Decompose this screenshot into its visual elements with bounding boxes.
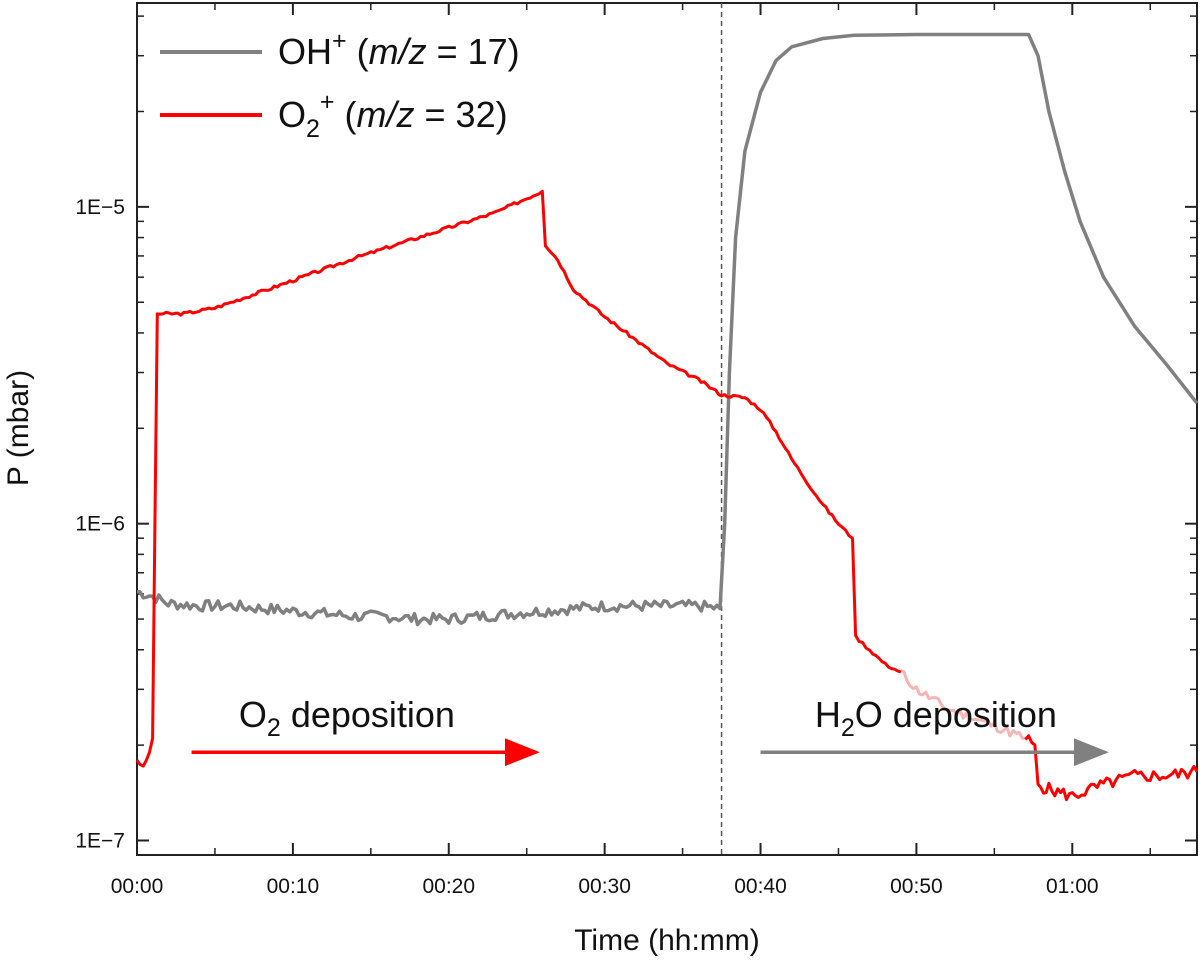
y-tick-label: 1E−5 [75,196,125,219]
legend-label-oh: OH+ (m/z = 17) [278,27,520,72]
x-tick-label: 01:00 [1046,875,1099,898]
series-o2-tail-line [1024,734,1199,802]
x-tick-label: 00:30 [578,875,631,898]
x-tick-label: 00:00 [111,875,164,898]
x-axis-title: Time (hh:mm) [574,924,760,957]
annotation-layer: O2 deposition H2O deposition [191,694,1109,767]
series-layer [135,32,1199,802]
x-tick-label: 00:10 [267,875,320,898]
series-o2-line [135,189,902,768]
x-tick-label: 00:20 [422,875,475,898]
y-axis-title: P (mbar) [2,370,35,486]
series-oh-line [136,32,1199,627]
series-o2-faded-line [900,669,1026,740]
y-tick-label: 1E−6 [75,513,125,536]
y-tick-label: 1E−7 [75,830,125,853]
legend: OH+ (m/z = 17) O2+ (m/z = 32) [160,27,520,143]
x-tick-label: 00:40 [734,875,787,898]
h2o-deposition-label: H2O deposition [815,694,1057,742]
legend-label-o2: O2+ (m/z = 32) [278,88,508,143]
axes-layer: 00:00 00:10 00:20 00:30 00:40 00:50 01:00 1E−7 1… [75,2,1198,898]
o2-deposition-label: O2 deposition [239,694,455,742]
x-tick-label: 00:50 [890,875,943,898]
